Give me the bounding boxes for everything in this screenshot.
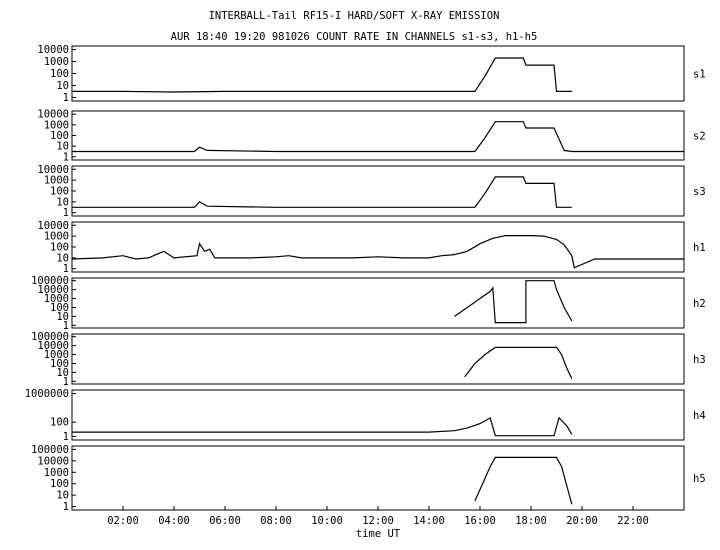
y-tick-label: 1 — [63, 263, 69, 275]
x-tick-label: 02:00 — [107, 515, 139, 527]
x-tick-label: 06:00 — [209, 515, 241, 527]
x-tick-label: 10:00 — [311, 515, 343, 527]
channel-label: s2 — [693, 131, 706, 143]
channel-label: h4 — [693, 410, 706, 422]
x-tick-label: 18:00 — [515, 515, 547, 527]
panel-frame — [71, 389, 685, 441]
x-tick-label: 12:00 — [362, 515, 394, 527]
y-tick-label: 1000 — [44, 175, 69, 187]
series-line-h2 — [454, 280, 573, 324]
y-tick-label: 10 — [56, 252, 69, 264]
x-tick-label: 14:00 — [413, 515, 445, 527]
y-tick-label: 100000 — [31, 331, 69, 343]
y-tick-label: 1000 — [44, 293, 69, 305]
channel-label: h3 — [693, 354, 706, 366]
y-tick-label: 100000 — [31, 275, 69, 287]
y-tick-label: 10 — [56, 490, 69, 502]
y-tick-label: 10000 — [37, 284, 69, 296]
channel-label: h1 — [693, 242, 706, 254]
channel-label: h5 — [693, 473, 706, 485]
series-line-h3 — [464, 346, 573, 379]
x-axis-label: time UT — [356, 528, 401, 540]
y-tick-label: 100 — [50, 242, 69, 254]
y-tick-label: 1 — [63, 207, 69, 219]
x-tick-label: 08:00 — [260, 515, 292, 527]
series-line-h1 — [71, 235, 684, 269]
y-tick-label: 1000 — [44, 349, 69, 361]
panel-frame — [71, 333, 685, 385]
y-tick-label: 1 — [63, 92, 69, 104]
x-tick-label: 20:00 — [566, 515, 598, 527]
y-tick-label: 100 — [50, 478, 69, 490]
y-tick-label: 1 — [63, 151, 69, 163]
x-axis-ticks: 02:00 04:00 06:00 08:00 10:00 12:00 14:00 16:00… — [107, 506, 649, 527]
y-tick-label: 1 — [63, 501, 69, 513]
y-tick-label: 1000000 — [25, 388, 69, 400]
panel-frame — [71, 277, 685, 329]
series-line-s1 — [72, 57, 572, 93]
x-tick-label: 04:00 — [158, 515, 190, 527]
y-tick-label: 10000 — [37, 455, 69, 467]
channel-label: s1 — [693, 69, 706, 81]
y-tick-label: 10 — [56, 196, 69, 208]
x-tick-label: 22:00 — [617, 515, 649, 527]
y-tick-label: 1000 — [44, 119, 69, 131]
y-tick-label: 10000 — [37, 340, 69, 352]
x-tick-label: 16:00 — [464, 515, 496, 527]
y-tick-label: 1000 — [44, 467, 69, 479]
panels-group: 100001000100101s1100001000100101s2100001… — [25, 44, 706, 513]
y-tick-label: 10 — [56, 80, 69, 92]
y-tick-label: 1 — [63, 431, 69, 443]
chart-subtitle: AUR 18:40 19:20 981026 COUNT RATE IN CHA… — [171, 31, 538, 43]
panel-frame — [71, 165, 685, 217]
y-tick-label: 100 — [50, 358, 69, 370]
y-tick-label: 10 — [56, 141, 69, 153]
series-line-h4 — [72, 416, 573, 437]
y-tick-label: 100 — [50, 186, 69, 198]
channel-label: h2 — [693, 298, 706, 310]
y-tick-label: 100 — [50, 68, 69, 80]
y-tick-label: 1 — [63, 320, 69, 332]
panel-h4: 1000000 100 1 h4 — [25, 388, 706, 443]
y-tick-label: 100 — [50, 417, 69, 429]
chart-title: INTERBALL-Tail RF15-I HARD/SOFT X-RAY EM… — [209, 10, 500, 22]
y-tick-label: 1000 — [44, 231, 69, 243]
y-tick-label: 100000 — [31, 444, 69, 456]
panel-frame — [71, 45, 685, 102]
y-tick-label: 10000 — [37, 220, 69, 232]
y-tick-label: 10 — [56, 367, 69, 379]
y-tick-label: 10 — [56, 311, 69, 323]
y-tick-label: 10000 — [37, 164, 69, 176]
y-tick-label: 10000 — [37, 44, 69, 56]
channel-label: s3 — [693, 186, 706, 198]
panel-frame — [71, 445, 685, 511]
y-tick-label: 100 — [50, 130, 69, 142]
series-line-s3 — [72, 176, 572, 208]
y-tick-label: 10000 — [37, 109, 69, 121]
panel-frame — [71, 221, 685, 273]
y-tick-label: 100 — [50, 302, 69, 314]
y-tick-label: 1000 — [44, 56, 69, 68]
series-line-h5 — [474, 456, 573, 505]
series-line-s2 — [72, 121, 684, 153]
y-tick-label: 1 — [63, 376, 69, 388]
panel-frame — [71, 110, 685, 161]
